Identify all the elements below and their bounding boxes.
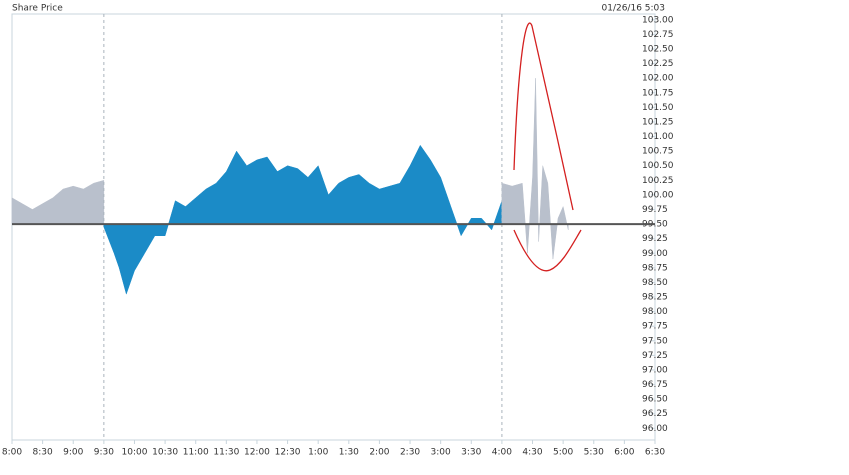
x-tick-label: 6:30: [645, 448, 665, 458]
x-tick-label: 6:00: [614, 448, 634, 458]
y-tick-label: 96.75: [642, 380, 668, 390]
x-tick-label: 5:30: [584, 448, 604, 458]
y-tick-label: 97.50: [642, 336, 668, 346]
y-tick-label: 102.50: [642, 45, 674, 55]
x-tick-label: 9:30: [94, 448, 114, 458]
chart-title: Share Price: [12, 4, 63, 14]
y-tick-label: 102.25: [642, 59, 674, 69]
y-tick-label: 101.25: [642, 117, 674, 127]
y-tick-label: 96.25: [642, 409, 668, 419]
x-tick-label: 2:00: [369, 448, 389, 458]
price-area: [501, 78, 569, 260]
annotation-arc: [513, 22, 574, 211]
y-tick-label: 97.00: [642, 365, 668, 375]
y-tick-label: 96.50: [642, 395, 668, 405]
y-tick-label: 100.50: [642, 161, 674, 171]
y-tick-label: 101.50: [642, 103, 674, 113]
x-tick-label: 12:30: [275, 448, 301, 458]
y-tick-label: 99.00: [642, 249, 668, 259]
x-tick-label: 8:30: [33, 448, 53, 458]
y-tick-label: 98.25: [642, 293, 668, 303]
y-tick-label: 102.75: [642, 30, 674, 40]
y-tick-label: 96.00: [642, 424, 668, 434]
x-tick-label: 4:00: [492, 448, 512, 458]
x-tick-label: 1:30: [339, 448, 359, 458]
y-tick-label: 97.75: [642, 322, 668, 332]
y-tick-label: 101.00: [642, 132, 674, 142]
x-tick-label: 10:00: [122, 448, 148, 458]
y-tick-label: 98.00: [642, 307, 668, 317]
x-tick-label: 9:00: [63, 448, 83, 458]
x-tick-label: 3:30: [461, 448, 481, 458]
y-tick-label: 99.75: [642, 205, 668, 215]
y-tick-label: 99.50: [642, 220, 668, 230]
x-tick-label: 3:00: [431, 448, 451, 458]
x-tick-label: 2:30: [400, 448, 420, 458]
annotation-arc: [513, 229, 582, 272]
y-tick-label: 100.25: [642, 176, 674, 186]
x-tick-label: 12:00: [244, 448, 270, 458]
x-tick-label: 11:00: [183, 448, 209, 458]
y-tick-label: 98.50: [642, 278, 668, 288]
x-tick-label: 11:30: [213, 448, 239, 458]
x-tick-label: 5:00: [553, 448, 573, 458]
y-tick-label: 103.00: [642, 15, 674, 25]
plot-frame: [11, 13, 656, 441]
price-area: [11, 179, 105, 225]
y-tick-label: 102.00: [642, 74, 674, 84]
y-tick-label: 101.75: [642, 88, 674, 98]
y-tick-label: 100.00: [642, 190, 674, 200]
x-tick-label: 10:30: [152, 448, 178, 458]
x-tick-label: 1:00: [308, 448, 328, 458]
y-tick-label: 97.25: [642, 351, 668, 361]
timestamp: 01/26/16 5:03: [602, 4, 666, 14]
x-tick-label: 4:30: [522, 448, 542, 458]
y-tick-label: 100.75: [642, 147, 674, 157]
y-tick-label: 98.75: [642, 263, 668, 273]
y-tick-label: 99.25: [642, 234, 668, 244]
x-tick-label: 8:00: [2, 448, 22, 458]
price-area: [103, 144, 503, 295]
